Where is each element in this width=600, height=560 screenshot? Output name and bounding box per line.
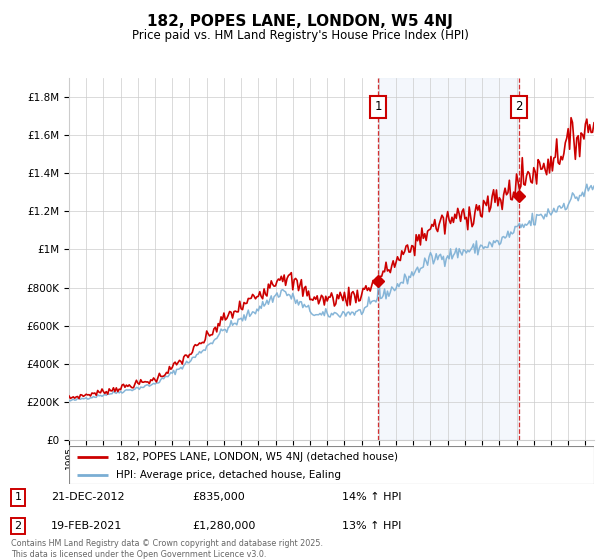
- Text: £1,280,000: £1,280,000: [192, 521, 256, 531]
- Bar: [379, 78, 519, 440]
- FancyBboxPatch shape: [69, 446, 594, 484]
- Text: HPI: Average price, detached house, Ealing: HPI: Average price, detached house, Eali…: [116, 470, 341, 480]
- Text: 14% ↑ HPI: 14% ↑ HPI: [342, 492, 401, 502]
- Text: 2: 2: [515, 100, 523, 114]
- Text: 19-FEB-2021: 19-FEB-2021: [51, 521, 122, 531]
- Text: Price paid vs. HM Land Registry's House Price Index (HPI): Price paid vs. HM Land Registry's House …: [131, 29, 469, 42]
- Text: 182, POPES LANE, LONDON, W5 4NJ: 182, POPES LANE, LONDON, W5 4NJ: [147, 14, 453, 29]
- Text: 1: 1: [374, 100, 382, 114]
- Text: 1: 1: [14, 492, 22, 502]
- Text: 13% ↑ HPI: 13% ↑ HPI: [342, 521, 401, 531]
- Text: 182, POPES LANE, LONDON, W5 4NJ (detached house): 182, POPES LANE, LONDON, W5 4NJ (detache…: [116, 451, 398, 461]
- Text: £835,000: £835,000: [192, 492, 245, 502]
- Text: 21-DEC-2012: 21-DEC-2012: [51, 492, 125, 502]
- Text: 2: 2: [14, 521, 22, 531]
- Text: Contains HM Land Registry data © Crown copyright and database right 2025.
This d: Contains HM Land Registry data © Crown c…: [11, 539, 323, 559]
